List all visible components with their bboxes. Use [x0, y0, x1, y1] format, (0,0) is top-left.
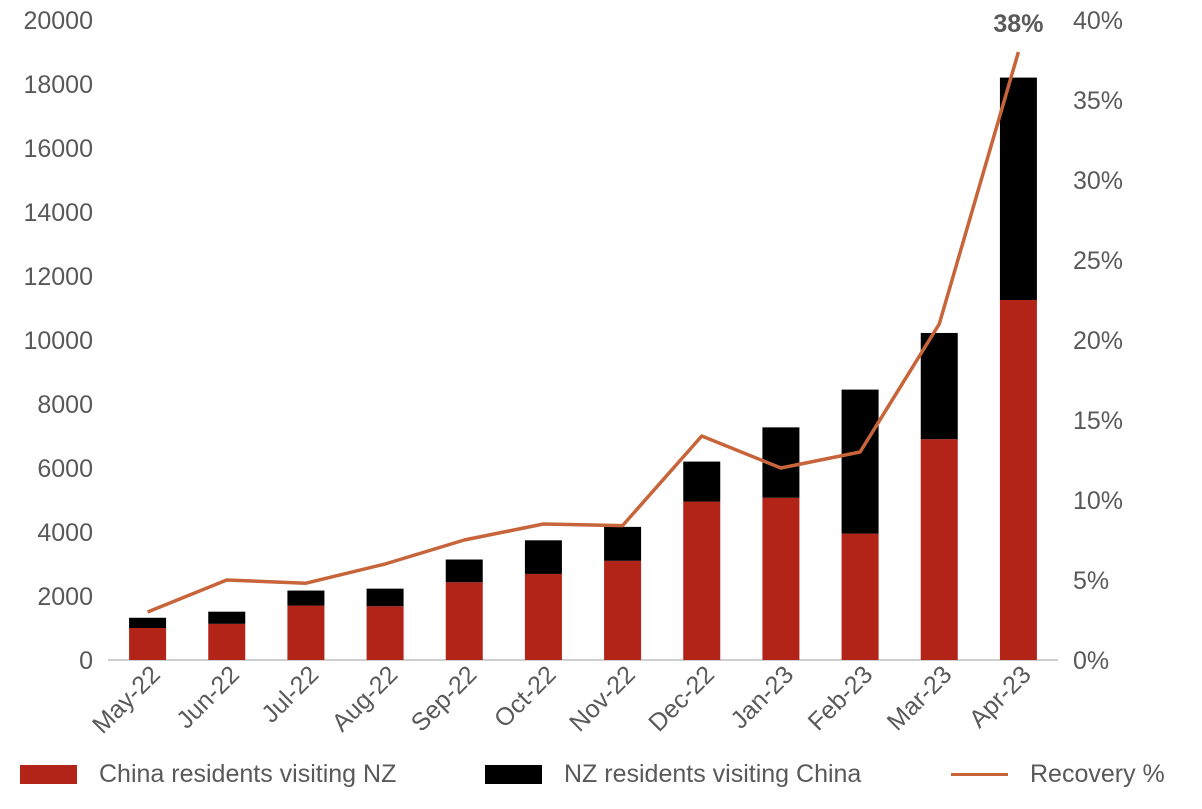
- left-tick-label: 20000: [23, 7, 93, 35]
- legend-label-nz-residents: NZ residents visiting China: [564, 759, 862, 788]
- bar-nz-residents: [129, 617, 167, 628]
- bar-china-residents: [208, 623, 246, 660]
- right-tick-label: 5%: [1073, 567, 1109, 595]
- x-tick-label: Dec-22: [643, 660, 720, 737]
- bar-china-residents: [287, 605, 325, 660]
- bar-china-residents: [920, 439, 958, 660]
- legend-line-recovery: [951, 772, 1008, 776]
- legend-swatch-nz-residents: [485, 764, 542, 784]
- x-tick-label: Mar-23: [882, 660, 958, 736]
- x-tick-label: Nov-22: [564, 660, 641, 737]
- annotation-label: 38%: [993, 10, 1043, 38]
- left-axis: 0 2000 4000 6000 8000 10000 12000 14000 16000 180…: [23, 7, 93, 675]
- right-tick-label: 40%: [1073, 7, 1123, 35]
- legend-label-recovery: Recovery %: [1030, 759, 1165, 788]
- left-tick-label: 12000: [23, 263, 93, 291]
- bar-china-residents: [445, 582, 483, 660]
- bar-nz-residents: [445, 559, 483, 583]
- right-tick-label: 15%: [1073, 407, 1123, 435]
- right-tick-label: 0%: [1073, 647, 1109, 675]
- x-axis: May-22 Jun-22 Jul-22 Aug-22 Sep-22 Oct-22 Nov-…: [87, 660, 1037, 739]
- right-tick-label: 10%: [1073, 487, 1123, 515]
- chart: 0 2000 4000 6000 8000 10000 12000 14000 16000 180…: [23, 7, 1123, 739]
- bar-china-residents: [762, 497, 800, 660]
- x-tick-label: Oct-22: [489, 660, 562, 733]
- x-tick-label: Jul-22: [256, 660, 324, 728]
- left-tick-label: 2000: [37, 583, 93, 611]
- bar-nz-residents: [841, 389, 879, 534]
- recovery-line: [146, 51, 1021, 614]
- right-tick-label: 30%: [1073, 167, 1123, 195]
- left-tick-label: 16000: [23, 135, 93, 163]
- right-tick-label: 25%: [1073, 247, 1123, 275]
- right-tick-label: 20%: [1073, 327, 1123, 355]
- left-tick-label: 18000: [23, 71, 93, 99]
- x-tick-label: Jan-23: [725, 660, 799, 734]
- bar-china-residents: [841, 533, 879, 660]
- left-tick-label: 14000: [23, 199, 93, 227]
- left-tick-label: 8000: [37, 391, 93, 419]
- legend-label-china-residents: China residents visiting NZ: [99, 759, 397, 788]
- legend-swatch-china-residents: [20, 764, 77, 784]
- bar-nz-residents: [999, 77, 1037, 300]
- bars: [129, 77, 1037, 660]
- right-tick-label: 35%: [1073, 87, 1123, 115]
- bar-china-residents: [604, 560, 642, 660]
- left-tick-label: 10000: [23, 327, 93, 355]
- bar-nz-residents: [524, 540, 562, 574]
- bar-nz-residents: [920, 332, 958, 440]
- left-tick-label: 4000: [37, 519, 93, 547]
- legend: China residents visiting NZ NZ residents…: [0, 752, 1202, 796]
- bar-china-residents: [366, 606, 404, 660]
- bar-nz-residents: [287, 590, 325, 606]
- right-axis: 0% 5% 10% 15% 20% 25% 30% 35% 40%: [1073, 7, 1123, 675]
- bar-nz-residents: [604, 526, 642, 561]
- bar-china-residents: [129, 628, 167, 660]
- x-tick-label: Aug-22: [327, 660, 404, 737]
- legend-item-china-residents: China residents visiting NZ: [20, 752, 396, 796]
- bar-china-residents: [683, 501, 721, 660]
- legend-item-nz-residents: NZ residents visiting China: [485, 752, 861, 796]
- bar-china-residents: [524, 573, 562, 660]
- x-tick-label: Jun-22: [171, 660, 245, 734]
- x-tick-label: Sep-22: [406, 660, 483, 737]
- legend-item-recovery: Recovery %: [951, 752, 1165, 796]
- bar-nz-residents: [208, 611, 246, 624]
- x-tick-label: Feb-23: [803, 660, 879, 736]
- bar-nz-residents: [366, 588, 404, 607]
- bar-china-residents: [999, 300, 1037, 660]
- bar-nz-residents: [683, 461, 721, 502]
- left-tick-label: 6000: [37, 455, 93, 483]
- x-tick-label: May-22: [87, 660, 166, 739]
- left-tick-label: 0: [79, 647, 93, 675]
- x-tick-label: Apr-23: [964, 660, 1037, 733]
